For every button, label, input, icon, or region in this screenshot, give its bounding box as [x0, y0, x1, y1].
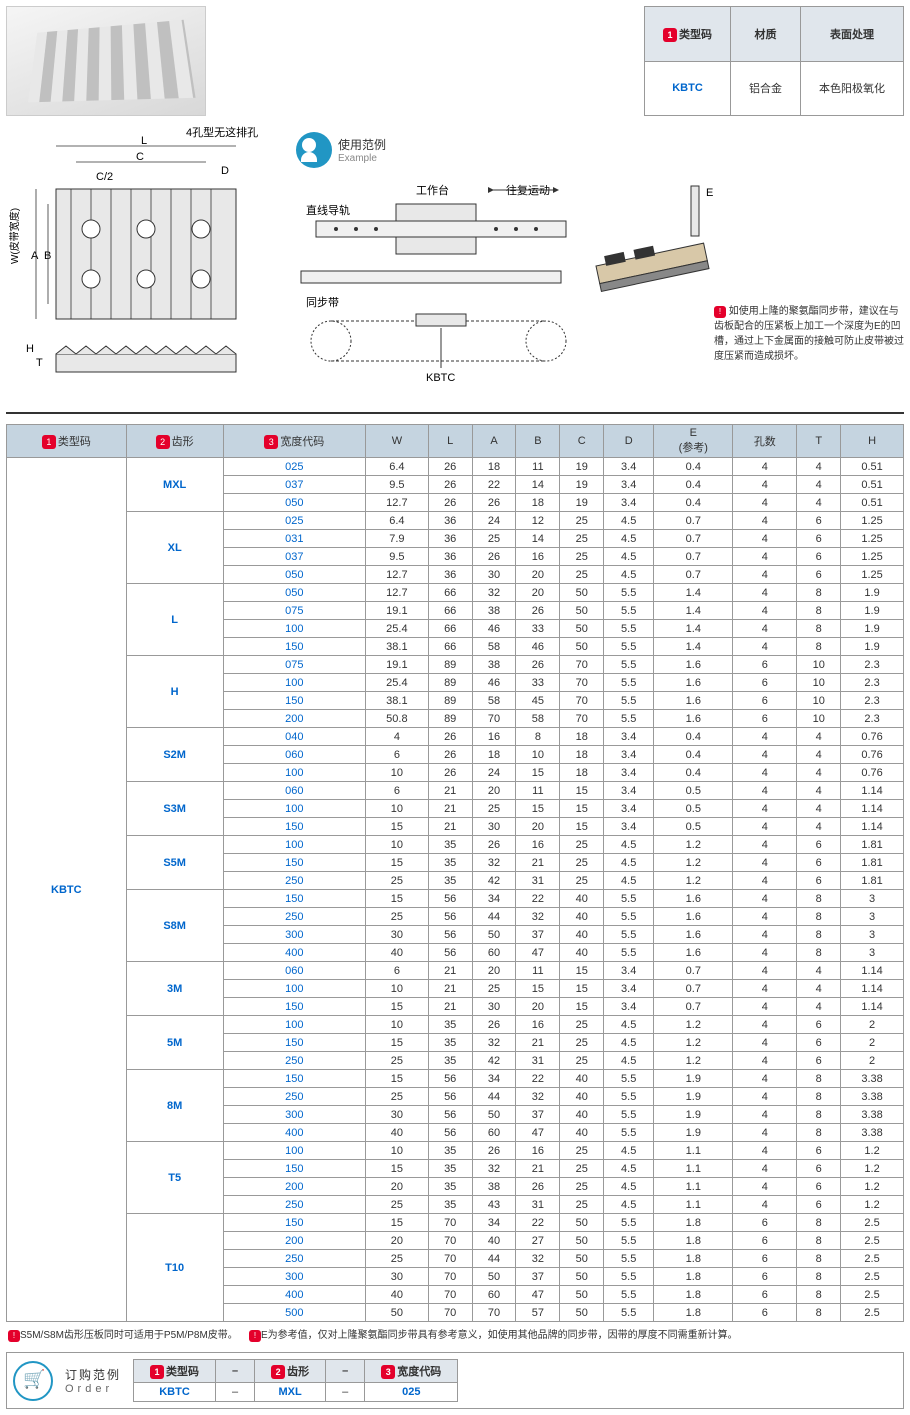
- order-table: 1类型码–2齿形–3宽度代码KBTC–MXL–025: [133, 1359, 458, 1402]
- usage-note: ! 如使用上隆的聚氨酯同步带，建议在与齿板配合的压紧板上加工一个深度为E的凹槽，…: [714, 304, 904, 364]
- rail-label: 直线导轨: [306, 203, 350, 217]
- svg-text:H: H: [26, 343, 34, 355]
- technical-drawing: 4孔型无这排孔 W(皮带宽度) L C D C/2 AB: [6, 124, 286, 404]
- order-label-cn: 订购范例: [65, 1366, 121, 1383]
- svg-text:E: E: [706, 187, 713, 199]
- footnotes: !S5M/S8M齿形压板同时可适用于P5M/P8M皮带。 !E为参考值，仅对上隆…: [6, 1322, 904, 1346]
- material-table: 1类型码 材质 表面处理 KBTC 铝合金 本色阳极氧化: [644, 6, 904, 116]
- kbtc-under-label: KBTC: [426, 372, 455, 384]
- order-label-en: Order: [65, 1383, 121, 1395]
- belt-label: 同步带: [306, 296, 339, 309]
- svg-text:T: T: [36, 357, 43, 369]
- w-label: W(皮带宽度): [8, 208, 21, 264]
- usage-diagram: 使用范例 Example 工作台 往复运动 直线导轨 同步带: [296, 124, 904, 404]
- example-en: Example: [338, 153, 386, 164]
- product-render: [6, 6, 206, 116]
- badge-1: 1: [663, 28, 677, 42]
- example-cn: 使用范例: [338, 136, 386, 153]
- svg-text:C/2: C/2: [96, 171, 113, 183]
- example-icon: [296, 132, 332, 168]
- worktable-label: 工作台: [416, 183, 449, 197]
- svg-text:C: C: [136, 151, 144, 163]
- hole-note-label: 4孔型无这排孔: [186, 125, 258, 139]
- svg-text:A: A: [31, 250, 39, 262]
- svg-text:L: L: [141, 135, 147, 147]
- svg-text:D: D: [221, 165, 229, 177]
- order-example: 订购范例 Order 1类型码–2齿形–3宽度代码KBTC–MXL–025: [6, 1352, 904, 1409]
- spec-table: 1类型码2齿形3宽度代码WLABCDE(参考)孔数THKBTCMXL0256.4…: [6, 424, 904, 1322]
- cart-icon: [13, 1361, 53, 1401]
